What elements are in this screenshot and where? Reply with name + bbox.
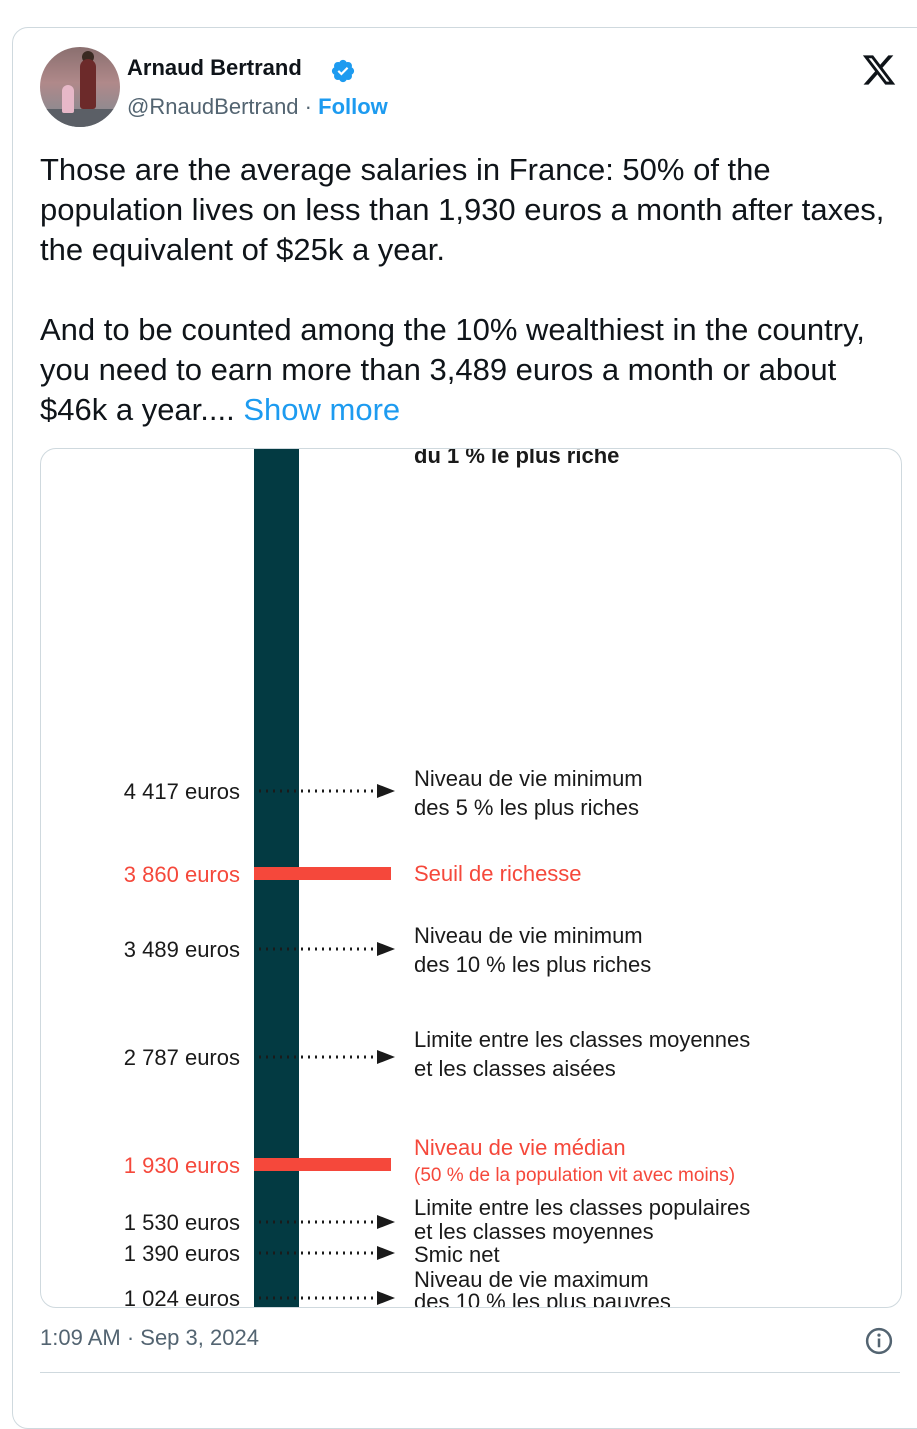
author-name[interactable]: Arnaud Bertrand <box>127 55 302 80</box>
arrow-head <box>377 1246 395 1260</box>
show-more-link[interactable]: Show more <box>243 392 401 427</box>
value-label: 3 489 euros <box>124 937 240 962</box>
marker-description: Niveau de vie maximum <box>414 1267 649 1292</box>
arrow-head <box>377 784 395 798</box>
verified-badge-icon <box>331 59 355 83</box>
tweet-text: Those are the average salaries in France… <box>40 150 910 430</box>
marker-description: et les classes moyennes <box>414 1219 654 1244</box>
marker-description: Seuil de richesse <box>414 861 582 886</box>
tweet-paragraph-1: Those are the average salaries in France… <box>40 152 885 267</box>
marker-description: des 10 % les plus pauvres <box>414 1289 671 1307</box>
top-cut-label: du 1 % le plus riche <box>414 449 619 468</box>
value-label: 1 024 euros <box>124 1286 240 1307</box>
marker-description: Niveau de vie minimum <box>414 766 643 791</box>
tweet-paragraph-2-text: And to be counted among the 10% wealthie… <box>40 312 865 427</box>
marker-description: (50 % de la population vit avec moins) <box>414 1165 735 1186</box>
value-label: 1 530 euros <box>124 1210 240 1235</box>
avatar[interactable] <box>40 47 120 127</box>
marker-description: des 5 % les plus riches <box>414 795 639 820</box>
value-label: 1 930 euros <box>124 1153 240 1178</box>
x-logo-icon[interactable] <box>860 52 898 88</box>
tweet-paragraph-2: And to be counted among the 10% wealthie… <box>40 310 910 430</box>
info-icon[interactable] <box>864 1326 894 1356</box>
marker-description: Limite entre les classes moyennes <box>414 1027 750 1052</box>
separator-dot: · <box>304 94 312 119</box>
income-levels-diagram: du 1 % le plus riche 4 417 euros Niveau de… <box>124 449 750 1307</box>
highlight-band <box>254 867 391 880</box>
arrow-head <box>377 1050 395 1064</box>
value-label: 3 860 euros <box>124 862 240 887</box>
arrow-head <box>377 942 395 956</box>
marker-description: Niveau de vie médian <box>414 1135 626 1160</box>
tweet-image[interactable]: du 1 % le plus riche 4 417 euros Niveau de… <box>40 448 902 1308</box>
highlight-band <box>254 1158 391 1171</box>
footer-divider <box>40 1372 900 1373</box>
marker-description: et les classes aisées <box>414 1056 616 1081</box>
arrow-head <box>377 1291 395 1305</box>
value-label: 2 787 euros <box>124 1045 240 1070</box>
marker-description: Niveau de vie minimum <box>414 923 643 948</box>
author-handle[interactable]: @RnaudBertrand <box>127 94 299 119</box>
value-label: 1 390 euros <box>124 1241 240 1266</box>
marker-description: Smic net <box>414 1242 500 1267</box>
marker-description: des 10 % les plus riches <box>414 952 651 977</box>
handle-row: @RnaudBertrand · Follow <box>127 94 388 120</box>
value-label: 4 417 euros <box>124 779 240 804</box>
follow-button[interactable]: Follow <box>318 94 388 119</box>
arrow-head <box>377 1215 395 1229</box>
marker-description: Limite entre les classes populaires <box>414 1195 750 1220</box>
tweet-timestamp[interactable]: 1:09 AM · Sep 3, 2024 <box>40 1325 259 1350</box>
